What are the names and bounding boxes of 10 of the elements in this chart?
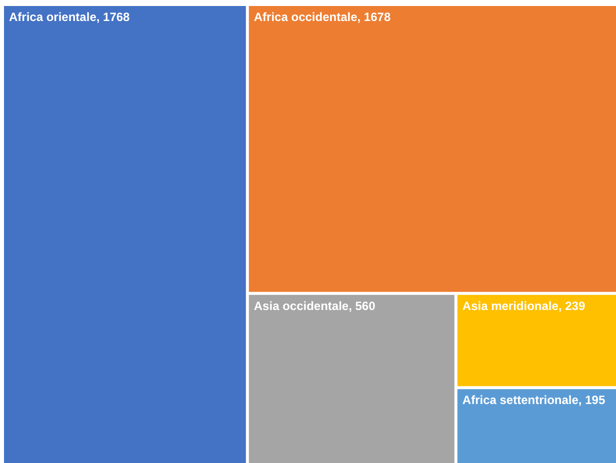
data-label: , 195 [578,393,606,408]
category-label: Asia occidentale [254,298,349,313]
category-label: Africa occidentale [254,10,358,24]
data-label: , 1768 [96,10,130,24]
data-label: , 1678 [357,10,391,24]
category-label: Asia meridionale [462,298,559,313]
category-label: Africa orientale [9,10,97,24]
data-label: , 560 [348,298,376,313]
data-label: , 239 [558,298,586,313]
category-label: Africa settentrionale [462,393,579,408]
